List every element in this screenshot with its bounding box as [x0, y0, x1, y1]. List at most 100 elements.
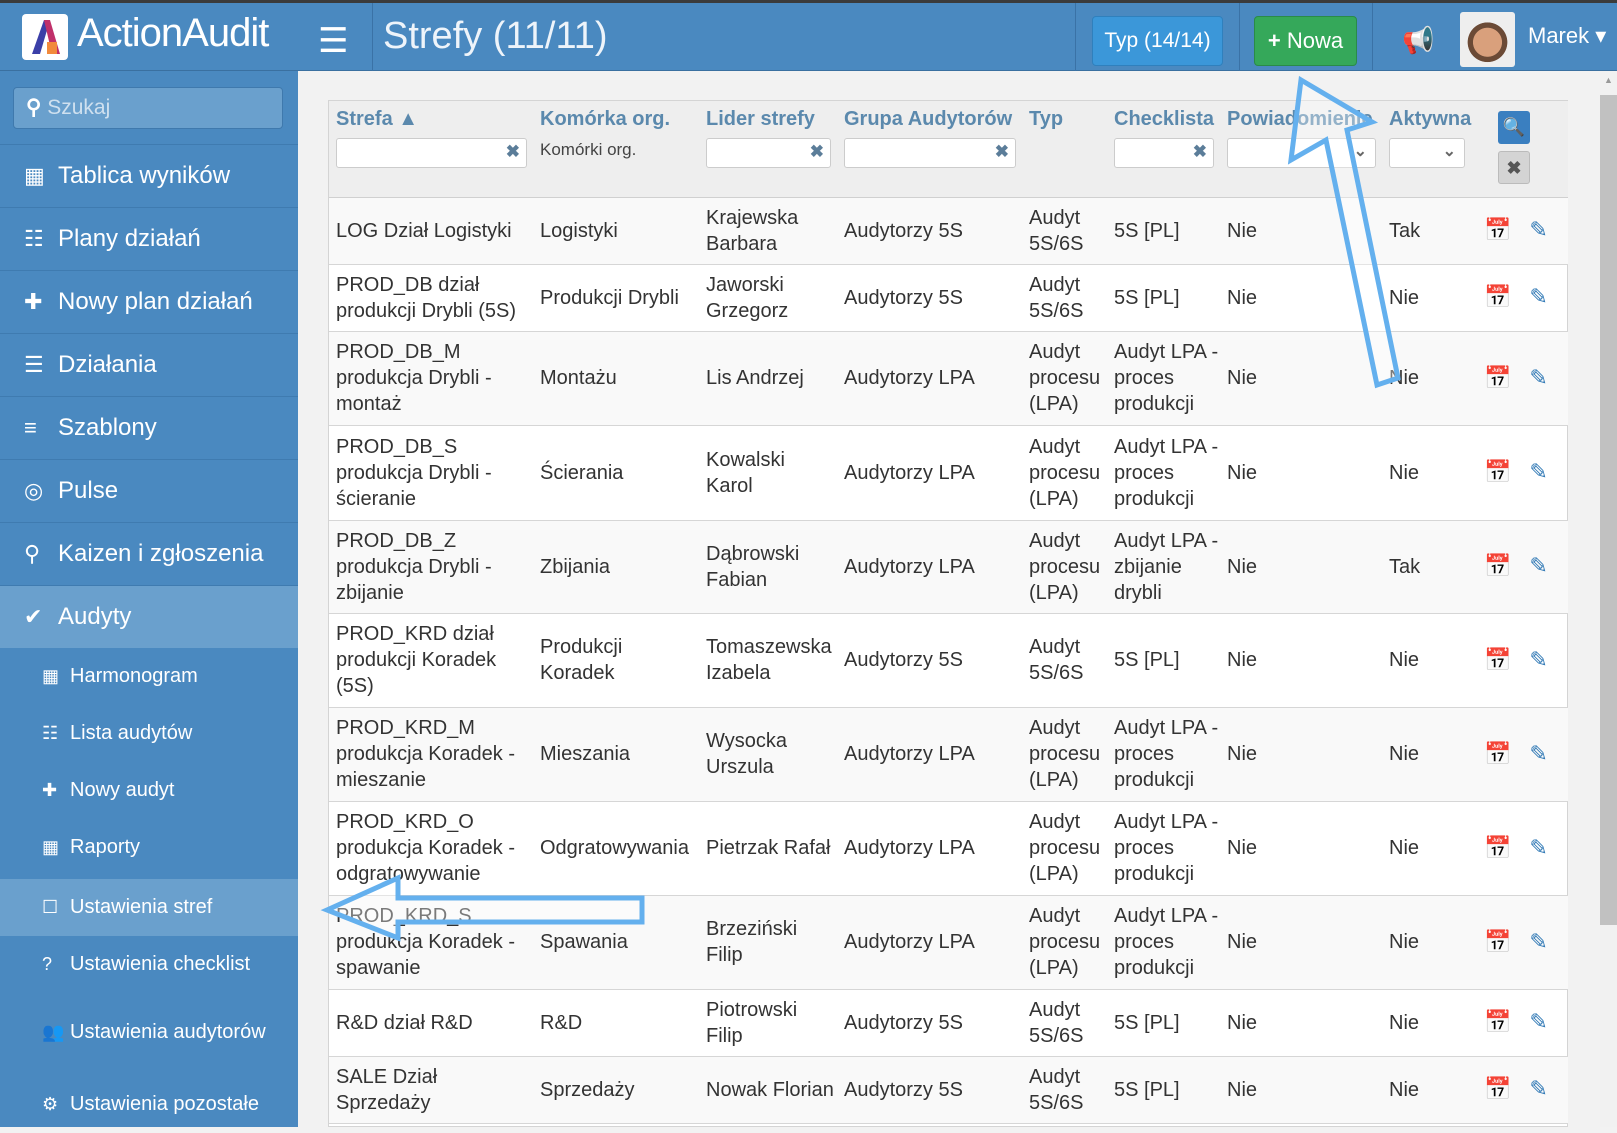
- sidebar-item-actions[interactable]: ☰ Działania: [0, 333, 298, 396]
- cell-auditor-group: Audytorzy LPA: [837, 895, 1022, 990]
- cell-leader: Krajewska Barbara: [699, 197, 837, 265]
- sidebar-item-action-plans[interactable]: ☷ Plany działań: [0, 207, 298, 270]
- calendar-check-icon[interactable]: 📅: [1484, 284, 1512, 309]
- table-row[interactable]: PROD_KRD_M produkcja Koradek - mieszanie…: [329, 707, 1568, 802]
- sidebar-item-label: Tablica wyników: [58, 162, 231, 189]
- col-notification[interactable]: Powiadomienie ⌄: [1220, 101, 1382, 198]
- calendar-check-icon[interactable]: 📅: [1484, 740, 1512, 766]
- column-label[interactable]: Grupa Audytorów: [844, 108, 1013, 130]
- calendar-check-icon[interactable]: 📅: [1484, 928, 1512, 954]
- cell-notification: Nie: [1220, 989, 1382, 1057]
- table-row[interactable]: PROD_KRD dział produkcji Koradek (5S) Pro…: [329, 613, 1568, 708]
- sidebar-item-label: Ustawienia checklist: [70, 953, 251, 975]
- column-label[interactable]: Powiadomienie: [1227, 108, 1373, 130]
- cell-auditor-group: Audytorzy LPA: [837, 520, 1022, 614]
- column-label[interactable]: Aktywna: [1389, 108, 1472, 130]
- hamburger-icon[interactable]: ☰: [318, 22, 349, 60]
- clear-icon[interactable]: ✖: [1192, 142, 1207, 161]
- calendar-check-icon[interactable]: 📅: [1484, 459, 1512, 484]
- clear-icon[interactable]: ✖: [505, 142, 520, 161]
- notification-filter-select[interactable]: ⌄: [1227, 138, 1376, 168]
- table-row[interactable]: LOG Dział Logistyki Logistyki Krajewska Ba…: [329, 197, 1568, 265]
- col-leader[interactable]: Lider strefy ✖: [699, 101, 837, 198]
- sidebar-item-reports[interactable]: ▦ Raporty: [0, 819, 298, 876]
- zone-filter-input[interactable]: ✖: [336, 138, 527, 168]
- sidebar-item-other-settings[interactable]: ⚙ Ustawienia pozostałe: [0, 1076, 298, 1133]
- col-org-unit[interactable]: Komórka org. Komórki org.: [533, 101, 699, 198]
- sidebar-item-new-plan[interactable]: ✚ Nowy plan działań: [0, 270, 298, 333]
- table-row[interactable]: PROD_DB_M produkcja Drybli - montaż Monta…: [329, 331, 1568, 426]
- sidebar-item-zone-settings[interactable]: ☐ Ustawienia stref: [0, 879, 298, 936]
- megaphone-icon[interactable]: 📢: [1402, 25, 1435, 55]
- col-checklist[interactable]: Checklista ✖: [1107, 101, 1220, 198]
- column-label[interactable]: Checklista: [1114, 108, 1215, 130]
- pencil-icon[interactable]: ✎: [1529, 1076, 1548, 1101]
- pencil-icon[interactable]: ✎: [1529, 834, 1548, 860]
- calendar-check-icon[interactable]: 📅: [1484, 834, 1512, 860]
- table-row[interactable]: PROD_DB dział produkcji Drybli (5S) Produ…: [329, 264, 1568, 332]
- sidebar-item-audits[interactable]: ✔ Audyty: [0, 585, 298, 648]
- table-row[interactable]: SALE Dział Sprzedaży Sprzedaży Nowak Flori…: [329, 1056, 1568, 1124]
- clear-filters-button[interactable]: ✖: [1498, 151, 1530, 184]
- pencil-icon[interactable]: ✎: [1529, 740, 1548, 766]
- col-active[interactable]: Aktywna ⌄: [1382, 101, 1472, 198]
- type-filter-button[interactable]: Typ (14/14): [1092, 16, 1223, 66]
- new-zone-button[interactable]: + Nowa: [1254, 16, 1357, 66]
- org-unit-filter[interactable]: Komórki org.: [540, 140, 637, 159]
- scrollbar-thumb[interactable]: [1600, 95, 1617, 925]
- calendar-check-icon[interactable]: 📅: [1484, 1009, 1512, 1034]
- pencil-icon[interactable]: ✎: [1529, 364, 1548, 390]
- sidebar-item-templates[interactable]: ≡ Szablony: [0, 396, 298, 459]
- cell-org-unit: Spawania: [533, 895, 699, 990]
- pencil-icon[interactable]: ✎: [1529, 217, 1548, 242]
- zones-table: Strefa ▲ ✖ Komórka org. Komórki org. Lider…: [329, 101, 1568, 1124]
- calendar-check-icon[interactable]: 📅: [1484, 1076, 1512, 1101]
- sidebar-item-kaizen[interactable]: ⚲ Kaizen i zgłoszenia: [0, 522, 298, 585]
- column-label[interactable]: Komórka org.: [540, 108, 671, 130]
- pencil-icon[interactable]: ✎: [1529, 646, 1548, 672]
- scroll-up-icon[interactable]: ▲: [1604, 75, 1613, 85]
- group-filter-input[interactable]: ✖: [844, 138, 1016, 168]
- column-label[interactable]: Typ: [1029, 108, 1064, 130]
- cell-auditor-group: Audytorzy 5S: [837, 197, 1022, 265]
- calendar-check-icon[interactable]: 📅: [1484, 364, 1512, 390]
- search-button[interactable]: 🔍: [1498, 111, 1530, 144]
- calendar-check-icon[interactable]: 📅: [1484, 217, 1512, 242]
- column-label[interactable]: Strefa ▲: [336, 108, 419, 130]
- table-row[interactable]: PROD_KRD_O produkcja Koradek - odgratowy…: [329, 801, 1568, 896]
- list-icon: ☷: [24, 226, 44, 251]
- calendar-check-icon[interactable]: 📅: [1484, 553, 1512, 578]
- active-filter-select[interactable]: ⌄: [1389, 138, 1465, 168]
- table-row[interactable]: R&D dział R&D R&D Piotrowski Filip Audytorz…: [329, 989, 1568, 1057]
- table-row[interactable]: PROD_DB_S produkcja Drybli - ścieranie Śc…: [329, 425, 1568, 521]
- column-label[interactable]: Lider strefy: [706, 108, 815, 130]
- sidebar-item-pulse[interactable]: ◎ Pulse: [0, 459, 298, 522]
- pencil-icon[interactable]: ✎: [1529, 1009, 1548, 1034]
- sidebar-item-checklist-settings[interactable]: ? Ustawienia checklist: [0, 936, 298, 993]
- sidebar-item-new-audit[interactable]: ✚ Nowy audyt: [0, 762, 298, 819]
- col-zone[interactable]: Strefa ▲ ✖: [329, 101, 533, 198]
- calendar-check-icon[interactable]: 📅: [1484, 646, 1512, 672]
- sidebar-item-auditor-settings[interactable]: 👥 Ustawienia audytorów: [0, 993, 298, 1071]
- pencil-icon[interactable]: ✎: [1529, 459, 1548, 484]
- sidebar-item-schedule[interactable]: ▦ Harmonogram: [0, 648, 298, 705]
- col-type[interactable]: Typ: [1022, 101, 1107, 198]
- avatar[interactable]: [1460, 12, 1515, 67]
- pencil-icon[interactable]: ✎: [1529, 284, 1548, 309]
- pencil-icon[interactable]: ✎: [1529, 928, 1548, 954]
- clear-icon[interactable]: ✖: [994, 142, 1009, 161]
- sidebar-item-dashboard[interactable]: ▦ Tablica wyników: [0, 144, 298, 207]
- chevron-down-icon: ⌄: [1353, 143, 1367, 160]
- clear-icon[interactable]: ✖: [809, 142, 824, 161]
- table-row[interactable]: PROD_KRD_S produkcja Koradek - spawanie S…: [329, 895, 1568, 990]
- pencil-icon[interactable]: ✎: [1529, 553, 1548, 578]
- cell-notification: Nie: [1220, 331, 1382, 426]
- checklist-filter-input[interactable]: ✖: [1114, 138, 1214, 168]
- user-menu[interactable]: Marek ▾: [1528, 23, 1606, 49]
- leader-filter-input[interactable]: ✖: [706, 138, 831, 168]
- search-input[interactable]: ⚲ Szukaj: [13, 87, 283, 129]
- col-auditor-group[interactable]: Grupa Audytorów ✖: [837, 101, 1022, 198]
- sidebar-item-audit-list[interactable]: ☷ Lista audytów: [0, 705, 298, 762]
- table-row[interactable]: PROD_DB_Z produkcja Drybli - zbijanie Zbi…: [329, 520, 1568, 614]
- scrollbar[interactable]: ▲: [1600, 71, 1617, 1127]
